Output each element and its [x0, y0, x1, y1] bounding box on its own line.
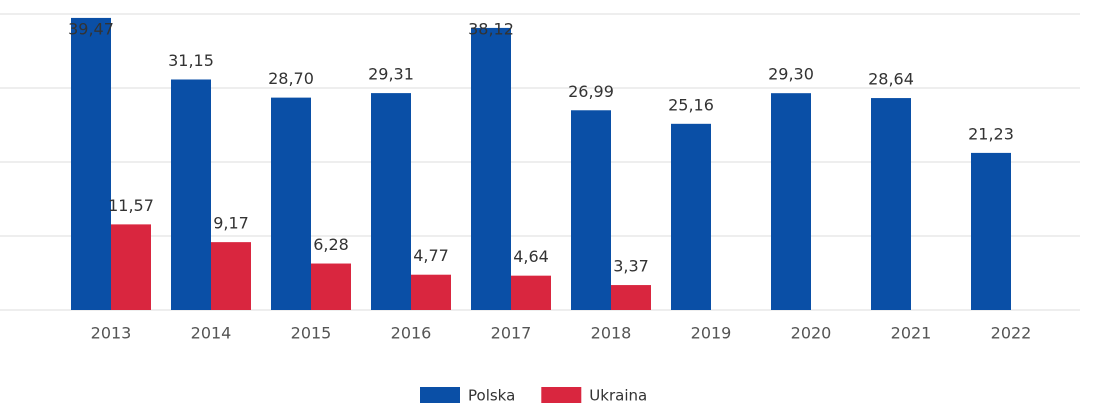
bar — [311, 263, 351, 310]
bar — [211, 242, 251, 310]
legend-swatch — [541, 387, 582, 403]
bar — [111, 224, 151, 310]
data-label: 21,23 — [968, 124, 1014, 143]
x-tick-label: 2022 — [991, 324, 1032, 343]
bar — [271, 97, 311, 311]
legend-label: Ukraina — [589, 387, 647, 405]
bar — [671, 123, 711, 310]
data-label: 9,17 — [213, 214, 249, 233]
legend-label: Polska — [468, 387, 515, 405]
x-tick-label: 2015 — [291, 324, 332, 343]
x-tick-label: 2018 — [591, 324, 632, 343]
x-tick-label: 2019 — [691, 324, 732, 343]
data-label: 25,16 — [668, 95, 714, 114]
bar — [771, 93, 811, 311]
bar — [411, 274, 451, 310]
data-label: 38,12 — [468, 20, 514, 39]
bar — [371, 93, 411, 310]
x-tick-label: 2014 — [191, 324, 232, 343]
data-label: 28,64 — [868, 70, 914, 89]
x-tick-label: 2016 — [391, 324, 432, 343]
bar — [71, 17, 111, 311]
x-tick-label: 2020 — [791, 324, 832, 343]
legend-swatch — [420, 387, 460, 403]
bar — [571, 110, 611, 310]
data-label: 11,57 — [108, 196, 154, 215]
data-label: 39,47 — [68, 20, 114, 39]
x-tick-label: 2013 — [91, 324, 132, 343]
data-label: 26,99 — [568, 82, 614, 101]
bar — [511, 275, 551, 310]
data-label: 4,64 — [513, 247, 549, 266]
x-tick-label: 2017 — [491, 324, 532, 343]
data-label: 6,28 — [313, 235, 349, 254]
data-label: 31,15 — [168, 51, 214, 70]
data-label: 3,37 — [613, 257, 649, 276]
data-label: 29,30 — [768, 65, 814, 84]
bar — [971, 152, 1011, 310]
data-label: 29,31 — [368, 65, 414, 84]
bar — [611, 285, 651, 310]
data-label: 4,77 — [413, 246, 449, 265]
bar — [171, 79, 211, 311]
bar — [471, 27, 511, 311]
data-label: 28,70 — [268, 69, 314, 88]
x-tick-label: 2021 — [891, 324, 932, 343]
bar — [871, 98, 911, 311]
